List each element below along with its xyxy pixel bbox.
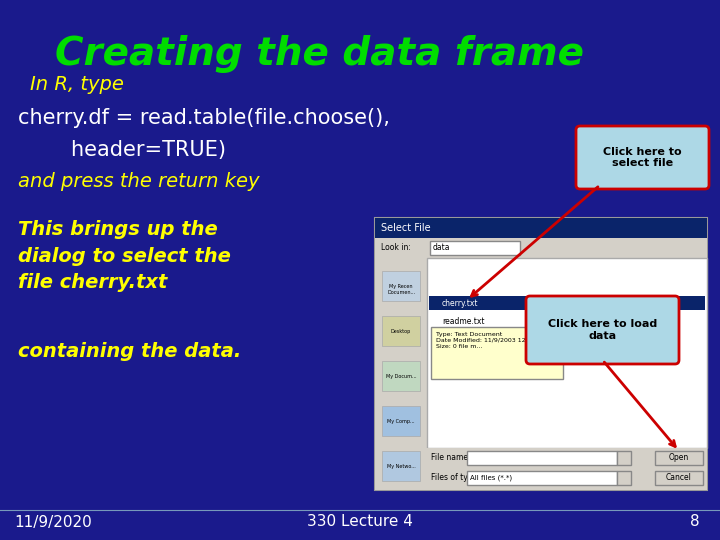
Text: My Docum...: My Docum... <box>386 374 416 379</box>
Text: File name:: File name: <box>431 454 470 462</box>
Text: 330 Lecture 4: 330 Lecture 4 <box>307 515 413 530</box>
Text: My Recen
Documen...: My Recen Documen... <box>387 284 415 295</box>
Text: cherry.txt: cherry.txt <box>442 299 479 307</box>
FancyBboxPatch shape <box>617 471 631 485</box>
FancyBboxPatch shape <box>467 471 617 485</box>
Text: and press the return key: and press the return key <box>18 172 259 191</box>
FancyBboxPatch shape <box>467 451 617 465</box>
FancyBboxPatch shape <box>375 218 707 490</box>
FancyBboxPatch shape <box>382 406 420 436</box>
FancyBboxPatch shape <box>655 471 703 485</box>
FancyBboxPatch shape <box>375 218 707 238</box>
Text: Desktop: Desktop <box>391 329 411 334</box>
Text: Files of type:: Files of type: <box>431 474 480 483</box>
FancyBboxPatch shape <box>382 271 420 301</box>
FancyBboxPatch shape <box>576 126 709 189</box>
Text: Type: Text Document
Date Modified: 11/9/2003 12:12 am.
Size: 0 file m...: Type: Text Document Date Modified: 11/9/… <box>436 332 549 349</box>
FancyBboxPatch shape <box>375 258 427 448</box>
FancyBboxPatch shape <box>429 296 705 310</box>
Text: Open: Open <box>669 454 689 462</box>
FancyBboxPatch shape <box>382 451 420 481</box>
Text: 11/9/2020: 11/9/2020 <box>14 515 91 530</box>
Text: My Comp...: My Comp... <box>387 419 415 424</box>
Text: 8: 8 <box>690 515 700 530</box>
Text: data: data <box>433 244 451 253</box>
FancyBboxPatch shape <box>430 241 520 255</box>
Text: All files (*.*): All files (*.*) <box>470 475 512 481</box>
Text: readme.txt: readme.txt <box>442 318 485 327</box>
Text: Creating the data frame: Creating the data frame <box>55 35 584 73</box>
Text: cherry.df = read.table(file.choose(),: cherry.df = read.table(file.choose(), <box>18 108 390 128</box>
Text: Click here to
select file: Click here to select file <box>603 147 682 168</box>
FancyBboxPatch shape <box>375 238 707 258</box>
FancyBboxPatch shape <box>526 296 679 364</box>
Text: In R, type: In R, type <box>30 75 124 94</box>
FancyBboxPatch shape <box>655 451 703 465</box>
FancyBboxPatch shape <box>375 448 707 490</box>
Text: header=TRUE): header=TRUE) <box>18 140 226 160</box>
Text: Cancel: Cancel <box>666 474 692 483</box>
Text: containing the data.: containing the data. <box>18 342 241 361</box>
Text: My Netwo...: My Netwo... <box>387 464 415 469</box>
Text: This brings up the
dialog to select the
file cherry.txt: This brings up the dialog to select the … <box>18 220 231 292</box>
Text: Select File: Select File <box>381 223 431 233</box>
FancyBboxPatch shape <box>431 327 563 379</box>
FancyBboxPatch shape <box>617 451 631 465</box>
FancyBboxPatch shape <box>382 361 420 391</box>
Text: Click here to load
data: Click here to load data <box>548 319 657 341</box>
FancyBboxPatch shape <box>427 258 707 448</box>
Text: Look in:: Look in: <box>381 244 411 253</box>
FancyBboxPatch shape <box>382 316 420 346</box>
